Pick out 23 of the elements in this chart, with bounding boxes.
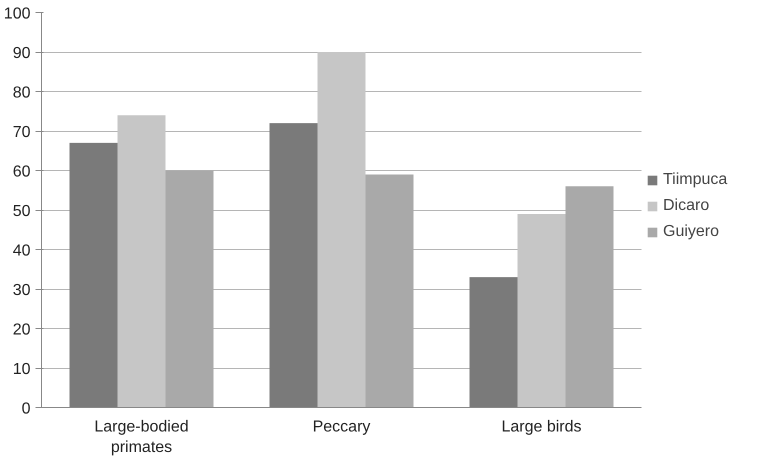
x-tick-label: Large-bodied primates [94,418,189,456]
y-tick-label: 80 [12,84,31,102]
legend-label: Tiimpuca [663,171,728,189]
y-tick-label: 70 [12,124,31,141]
legend-label: Guiyero [663,223,720,241]
y-tick-label: 40 [12,242,31,260]
y-tick-label: 60 [12,164,31,180]
bar [318,52,366,408]
x-tick-label: Large birds [501,418,582,436]
y-tick-label: 90 [12,45,31,62]
y-tick-label: 50 [12,203,31,220]
y-tick-label: 0 [22,400,31,418]
bar [70,142,118,408]
y-tick-label: 10 [12,361,31,378]
bar [118,115,166,408]
bar [270,123,318,408]
bar [470,277,518,408]
legend-label: Dicaro [663,197,710,215]
y-tick-label: 100 [4,6,31,22]
y-tick-label: 20 [12,322,31,338]
x-tick-label: Peccary [312,418,370,436]
bar [518,214,566,408]
y-tick-label: 30 [12,282,31,299]
